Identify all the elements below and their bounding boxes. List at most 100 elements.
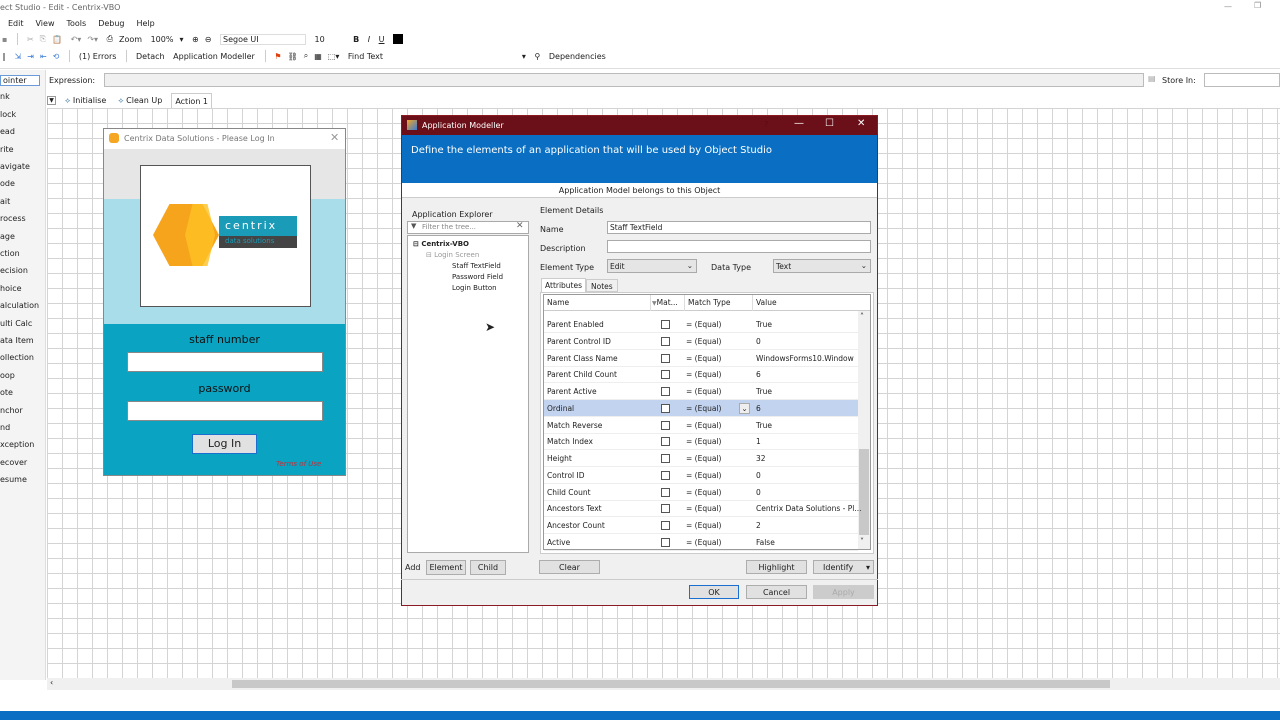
find-text-input[interactable]: Find Text (347, 51, 384, 61)
palette-item[interactable]: esume (0, 475, 27, 485)
layout-icon[interactable]: ⬚▾ (327, 51, 340, 61)
pause-icon[interactable]: ‖ (2, 51, 6, 61)
match-checkbox[interactable] (661, 454, 670, 463)
match-type[interactable]: = (Equal) (686, 420, 722, 430)
help-button[interactable]: ? (764, 120, 769, 129)
palette-item[interactable]: ode (0, 179, 15, 189)
ok-button[interactable]: OK (689, 585, 739, 599)
minimize-button[interactable]: — (1224, 2, 1232, 11)
attribute-value[interactable]: True (756, 387, 772, 396)
palette-item[interactable]: rocess (0, 214, 26, 224)
attribute-row[interactable]: Ancestors Text = (Equal) Centrix Data So… (544, 500, 862, 518)
expression-input[interactable] (104, 73, 1144, 87)
store-in-input[interactable] (1204, 73, 1280, 87)
scroll-left-icon[interactable]: ‹ (50, 678, 54, 687)
attribute-value[interactable]: 2 (756, 521, 761, 530)
attribute-value[interactable]: WindowsForms10.Window (756, 353, 854, 363)
palette-item[interactable]: ait (0, 196, 11, 206)
match-type[interactable]: = (Equal) (686, 504, 722, 514)
step-out-icon[interactable]: ⇤ (39, 51, 47, 61)
grid-icon[interactable]: ▦ (314, 51, 322, 61)
color-picker[interactable] (393, 34, 404, 44)
maximize-button[interactable]: ☐ (825, 118, 834, 129)
attribute-value[interactable]: Centrix Data Solutions - Pl... (756, 504, 862, 514)
palette-item[interactable]: lock (0, 109, 17, 119)
apply-button[interactable]: Apply (813, 585, 874, 599)
calculator-icon[interactable]: ▤ (1148, 74, 1156, 83)
find-icon[interactable]: ⌕ (303, 51, 309, 60)
palette-item[interactable]: nd (0, 423, 11, 432)
match-checkbox[interactable] (661, 420, 670, 430)
match-checkbox[interactable] (661, 320, 670, 329)
attribute-value[interactable]: 0 (756, 336, 761, 346)
palette-item[interactable]: alculation (0, 301, 40, 311)
tree-root[interactable]: ⊟ Centrix-VBO (413, 240, 469, 248)
bold-button[interactable]: B (353, 34, 360, 44)
attribute-row[interactable]: Ancestor Count = (Equal) 2 (544, 517, 858, 534)
copy-icon[interactable]: ⎘ (39, 34, 47, 43)
tree-password-field[interactable]: Password Field (452, 273, 504, 281)
scrollbar-thumb[interactable] (859, 449, 869, 535)
zoom-out-icon[interactable]: ⊖ (204, 34, 212, 44)
match-checkbox[interactable] (661, 437, 670, 447)
detach-button[interactable]: Detach (136, 51, 165, 61)
application-modeller-button[interactable]: Application Modeller (173, 51, 255, 61)
password-input[interactable] (127, 401, 323, 421)
menu-edit[interactable]: Edit (8, 19, 24, 28)
match-type[interactable]: = (Equal) (686, 487, 722, 497)
attribute-value[interactable]: False (756, 537, 775, 547)
identify-button[interactable]: Identify ▾ (813, 560, 874, 574)
add-child-button[interactable]: Child (470, 560, 506, 575)
undo-icon[interactable]: ↶▾ (70, 34, 82, 44)
tree-login-button[interactable]: Login Button (452, 284, 497, 292)
attribute-row[interactable]: Control ID = (Equal) 0 (544, 467, 858, 484)
palette-item[interactable]: rite (0, 144, 14, 154)
match-type[interactable]: = (Equal) (686, 521, 722, 530)
attribute-value[interactable]: 6 (756, 403, 761, 413)
tabs-dropdown[interactable]: ▼ (47, 96, 56, 105)
scroll-up-icon[interactable]: ˄ (860, 312, 864, 321)
match-checkbox[interactable] (661, 336, 670, 346)
column-name[interactable]: Name (547, 298, 570, 307)
attribute-row[interactable]: Match Index = (Equal) 1 (544, 433, 858, 451)
zoom-select[interactable]: 100% (150, 34, 174, 44)
save-icon[interactable]: ▪ (2, 34, 8, 44)
cut-icon[interactable]: ✂ (26, 34, 34, 44)
match-checkbox[interactable] (661, 387, 670, 396)
palette-item[interactable]: ollection (0, 353, 34, 363)
match-type[interactable]: = (Equal) (686, 387, 722, 396)
palette-item[interactable]: ointer (0, 75, 40, 86)
attribute-value[interactable]: 32 (756, 454, 766, 463)
attribute-row[interactable]: Parent Class Name = (Equal) WindowsForms… (544, 350, 858, 367)
attribute-row[interactable]: Active = (Equal) False (544, 534, 858, 551)
menu-help[interactable]: Help (136, 19, 155, 28)
tab-attributes[interactable]: Attributes (541, 278, 587, 292)
scroll-down-icon[interactable]: ˅ (860, 537, 864, 546)
attribute-row[interactable]: Match Reverse = (Equal) True (544, 417, 858, 434)
match-checkbox[interactable] (661, 487, 670, 497)
staff-number-input[interactable] (127, 352, 323, 372)
palette-item[interactable]: ote (0, 388, 13, 398)
login-button[interactable]: Log In (192, 434, 257, 454)
vertical-scrollbar[interactable]: ˄ ˅ (858, 311, 870, 549)
palette-item[interactable]: ecision (0, 266, 28, 276)
palette-item[interactable]: age (0, 231, 15, 241)
attribute-value[interactable]: True (756, 320, 772, 329)
palette-item[interactable]: ata Item (0, 336, 34, 345)
match-checkbox[interactable] (661, 521, 670, 530)
scrollbar-thumb[interactable] (232, 680, 1110, 688)
match-checkbox[interactable] (661, 537, 670, 547)
attribute-row[interactable]: Child Count = (Equal) 0 (544, 484, 858, 501)
data-type-select[interactable]: Text ⌄ (773, 259, 871, 273)
font-select[interactable]: Segoe UI (219, 33, 306, 45)
horizontal-scrollbar[interactable]: ‹ (47, 678, 1280, 690)
restore-button[interactable]: ❐ (1254, 1, 1262, 10)
attribute-value[interactable]: 0 (756, 487, 761, 497)
attribute-value[interactable]: 0 (756, 470, 761, 480)
tab-clean-up[interactable]: ⟡ Clean Up (118, 96, 163, 105)
attribute-row[interactable]: Parent Control ID = (Equal) 0 (544, 333, 858, 350)
palette-item[interactable]: nk (0, 92, 10, 102)
italic-button[interactable]: I (367, 34, 371, 44)
match-checkbox[interactable] (661, 370, 670, 380)
match-type[interactable]: = (Equal) (686, 336, 722, 346)
